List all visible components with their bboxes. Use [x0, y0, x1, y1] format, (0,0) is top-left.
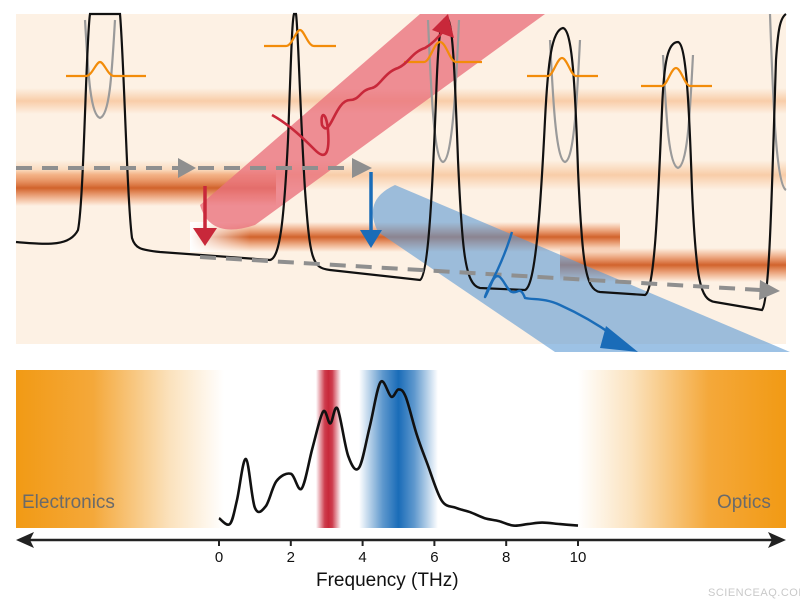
wavepacket-4: [527, 56, 598, 78]
red-wave: [271, 29, 446, 156]
black-potential: [15, 12, 787, 312]
tick-label-8: 8: [502, 549, 510, 566]
tick-label-0: 0: [215, 549, 223, 566]
wavepacket-5: [641, 66, 712, 88]
arrowhead-upper-1: [178, 158, 196, 178]
red-emission: [193, 14, 454, 246]
axis-arrow-left: [16, 532, 34, 548]
wavepacket-3: [404, 40, 482, 64]
tick-label-10: 10: [570, 549, 587, 566]
axis-title: Frequency (THz): [316, 570, 459, 591]
thz-spectrum-line: [218, 379, 579, 527]
watermark: SCIENCEAQ.COM: [708, 587, 800, 599]
blue-emission: [360, 172, 638, 352]
gray-potential-5: [768, 13, 787, 191]
wavepackets: [66, 28, 712, 88]
blue-wave: [483, 231, 615, 337]
wavepacket-1: [66, 60, 146, 78]
wavepacket-2: [264, 28, 336, 48]
axis-ticks: 0 2 4 6 8 10: [215, 540, 587, 566]
lower-panel: 0 2 4 6 8 10: [16, 370, 786, 566]
blue-beam: [372, 185, 790, 352]
arrowhead-lower: [759, 280, 780, 300]
blue-wave-arrowhead: [600, 326, 638, 352]
optics-label: Optics: [717, 492, 771, 513]
highlight-band-blue: [359, 370, 438, 528]
highlight-bands: [315, 370, 438, 528]
tick-label-2: 2: [287, 549, 295, 566]
dashed-arrow-lower: [199, 255, 761, 292]
tick-label-6: 6: [430, 549, 438, 566]
arrowhead-upper-2: [352, 158, 372, 178]
electronics-label: Electronics: [22, 492, 115, 513]
tick-label-4: 4: [358, 549, 366, 566]
gray-potential-4: [661, 54, 695, 170]
axis-arrow-right: [768, 532, 786, 548]
gray-potential-3: [548, 39, 582, 164]
upper-panel: [15, 12, 790, 352]
red-wave-arrowhead: [432, 14, 454, 38]
dashed-arrows: [16, 158, 780, 300]
highlight-band-red: [315, 370, 342, 528]
